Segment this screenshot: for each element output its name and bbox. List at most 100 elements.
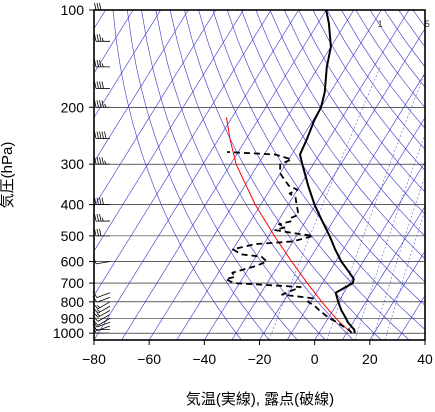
y-tick-label: 900 — [61, 310, 85, 326]
mixing-ratio-line — [384, 209, 425, 340]
wind-barb-flag — [99, 157, 102, 165]
dry-adiabat-line — [427, 10, 435, 340]
isotherm-line — [121, 10, 327, 340]
wind-barb-flag — [99, 81, 102, 89]
y-tick-label: 100 — [61, 2, 85, 18]
wind-barb-flag — [99, 131, 102, 139]
dewpoint-curve — [224, 151, 353, 334]
isotherm-line — [314, 161, 425, 340]
wind-barb-flag — [99, 197, 102, 205]
dry-adiabat-line — [384, 10, 425, 68]
y-tick-label: 800 — [61, 294, 85, 310]
y-tick-label: 600 — [61, 253, 85, 269]
dry-adiabat-line — [269, 10, 425, 237]
x-tick-label: −60 — [137, 351, 161, 367]
isotherm-line — [341, 205, 425, 340]
wind-barb-flag — [99, 2, 102, 11]
wind-barb — [94, 34, 111, 42]
wind-barb — [94, 100, 111, 108]
isotherm-line — [397, 294, 425, 340]
dry-adiabat-line — [212, 10, 425, 330]
isotherm-line — [259, 72, 425, 340]
mixing-ratio-labels: 15101520g — [378, 19, 430, 29]
temperature-layer — [299, 10, 356, 334]
wind-barb-staff — [97, 305, 111, 314]
y-tick-label: 500 — [61, 228, 85, 244]
mixing-ratio-label: 1 — [378, 19, 383, 29]
x-tick-label: 0 — [311, 351, 319, 367]
plot-frame — [93, 9, 426, 341]
y-tick-label: 700 — [61, 275, 85, 291]
dry-adiabat-line — [255, 10, 425, 260]
y-tick-label: 300 — [61, 156, 85, 172]
mixing-ratio-line — [326, 71, 425, 340]
y-tick-label: 1000 — [53, 325, 84, 341]
y-axis-title: 気圧(hPa) — [0, 142, 16, 209]
wind-barb-staff — [97, 314, 111, 322]
parcel-curve — [226, 117, 353, 334]
wind-barb-staff — [97, 318, 111, 326]
dry-adiabat-line — [312, 10, 425, 171]
x-tick-label: 20 — [362, 351, 378, 367]
temperature-curve — [299, 10, 356, 334]
wind-barb-flag — [104, 103, 107, 108]
wind-barb-flag — [96, 214, 99, 222]
dry-adiabat-line — [341, 10, 425, 129]
wind-barb-flag — [101, 157, 104, 165]
isotherm-line — [148, 10, 355, 340]
wind-barb — [93, 257, 111, 265]
wind-barb-flag — [96, 59, 99, 67]
dry-adiabat-line — [127, 10, 270, 340]
wind-barb-flag — [101, 131, 104, 139]
x-axis: −80 −60 −40 −20 0 20 40 — [82, 340, 433, 367]
isotherm-line — [176, 10, 382, 340]
isotherm-line — [369, 250, 425, 340]
isotherm-line — [424, 339, 425, 340]
wind-barb-flag — [96, 197, 99, 205]
wind-barb-flag — [104, 131, 107, 139]
wind-barb-flag — [96, 313, 101, 317]
isotherm-lines — [94, 10, 435, 340]
wind-barb-flag — [96, 309, 101, 313]
wind-barb-flag — [99, 228, 102, 236]
wind-barb — [94, 214, 111, 222]
wind-barb-flag — [96, 131, 99, 139]
wind-barb-flag — [96, 228, 99, 236]
parcel-curve-layer — [226, 117, 353, 334]
wind-barb — [92, 291, 111, 298]
dry-adiabat-line — [298, 10, 425, 193]
isotherm-line — [94, 10, 272, 297]
wind-barb-flag — [96, 81, 99, 89]
x-axis-title: 気温(実線), 露点(破線) — [186, 391, 334, 408]
dry-adiabat-line — [112, 10, 242, 340]
dewpoint-layer — [224, 151, 353, 334]
wind-barb-staff — [96, 292, 111, 298]
wind-barb-flag — [96, 304, 101, 308]
isotherm-line — [94, 10, 244, 252]
wind-barb — [94, 81, 111, 89]
isotherm-line — [94, 10, 217, 208]
mixing-ratio-lines — [268, 66, 425, 340]
dry-adiabat-line — [284, 10, 425, 215]
wind-barb-flag — [101, 100, 104, 108]
x-tick-label: −80 — [82, 351, 106, 367]
wind-barb — [92, 320, 111, 328]
dry-adiabat-line — [169, 10, 354, 340]
isotherm-line — [231, 28, 425, 340]
dry-adiabat-line — [198, 10, 410, 340]
y-tick-label: 400 — [61, 197, 85, 213]
isotherm-line — [94, 10, 189, 163]
wind-barb-flag — [101, 197, 104, 205]
isotherm-line — [94, 10, 161, 119]
wind-barb — [94, 228, 111, 237]
wind-barb-flag — [96, 100, 99, 108]
isotherm-line — [94, 10, 299, 340]
wind-barb-staff — [96, 297, 111, 303]
x-tick-label: 40 — [417, 351, 433, 367]
isotherm-line — [94, 10, 134, 74]
dry-adiabat-line — [412, 10, 425, 27]
dry-adiabat-line — [241, 10, 425, 283]
wind-barb-flag — [101, 81, 104, 89]
dry-adiabat-line — [184, 10, 382, 340]
